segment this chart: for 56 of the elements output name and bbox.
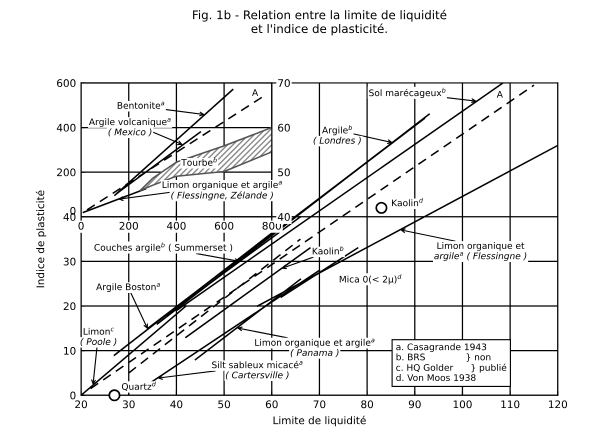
y-tick-label: 0 bbox=[70, 206, 76, 215]
x-tick-label: 0 bbox=[78, 222, 84, 230]
x-tick-label: 50 bbox=[218, 400, 230, 408]
annotation: ( Cartersville ) bbox=[226, 371, 289, 380]
y-tick-label: 30 bbox=[64, 258, 76, 266]
y2-tick-label: 60 bbox=[278, 124, 290, 132]
y-tick-label: 400 bbox=[56, 124, 76, 132]
annotation: Argile volcanique$^{a}$ bbox=[88, 118, 171, 127]
annotation: Couches argile$^{b}$ ( Summerset ) bbox=[94, 242, 232, 253]
x-tick-label: 100 bbox=[454, 400, 472, 408]
annotation: Argile Boston$^{a}$ bbox=[96, 283, 160, 292]
annotation: Sol marécageux$^{b}$ bbox=[369, 88, 446, 98]
annotation: argile$^{a}$ ( Flessingne ) bbox=[434, 252, 526, 262]
x-tick-label: 120 bbox=[549, 400, 568, 408]
x-tick-label: 30 bbox=[122, 400, 135, 408]
annotation: A bbox=[252, 89, 258, 96]
y2-tick-label: 50 bbox=[278, 168, 290, 176]
x-tick-label: 60 bbox=[266, 400, 278, 408]
annotation: Quartz$^{d}$ bbox=[122, 382, 156, 391]
y-axis-title: Indice de plasticité bbox=[36, 190, 46, 288]
annotation: Limon organique et bbox=[437, 242, 524, 251]
annotation: Mica 0(< 2μ)$^{d}$ bbox=[340, 274, 402, 284]
y-tick-label: 10 bbox=[64, 346, 76, 355]
x-tick-label: 80 bbox=[361, 400, 374, 408]
annotation: Tourbe$^{b}$ bbox=[181, 157, 217, 166]
annotation: ( Poole ) bbox=[80, 338, 116, 346]
x-tick-label: 110 bbox=[501, 400, 520, 408]
y-tick-label: 40 bbox=[63, 213, 76, 221]
x-tick-label: 200 bbox=[120, 222, 138, 230]
annotation: Limon$^{c}$ bbox=[84, 328, 114, 335]
annotation: ( Mexico ) bbox=[108, 128, 152, 136]
y2-tick-label: 40 bbox=[278, 213, 290, 221]
y-tick-label: 20 bbox=[64, 302, 76, 310]
annotation: Kaolin$^{b}$ bbox=[312, 246, 344, 254]
annotation: Argile$^{b}$ bbox=[322, 125, 352, 136]
y-tick-label: 600 bbox=[57, 79, 76, 88]
x-tick-label: 600 bbox=[214, 222, 234, 230]
x-axis-title: Limite de liquidité bbox=[274, 416, 366, 426]
annotation: Limon organique et argile$^{a}$ bbox=[255, 338, 374, 348]
y-tick-label: 200 bbox=[57, 168, 76, 176]
x-tick-label: 90 bbox=[408, 400, 421, 408]
x-tick-label: 70 bbox=[314, 400, 326, 408]
annotation: Silt sableux micacé$^{a}$ bbox=[212, 360, 302, 368]
y-tick-label: 0 bbox=[70, 392, 76, 400]
chart-title: Fig. 1b - Relation entre la limite de liquidité et l'indice de plasticité. bbox=[193, 10, 446, 36]
annotation: a. Casagrande 1943 b. BRS } non c. HQ Golder } publié d. Von Moos 1938 bbox=[396, 343, 506, 382]
annotation: ( Londres ) bbox=[314, 136, 361, 145]
annotation: A bbox=[496, 90, 503, 98]
annotation: Bentonite$^{a}$ bbox=[118, 102, 164, 109]
annotation: Limon organique et argile$^{a}$ bbox=[162, 180, 282, 190]
annotation: Kaolin$^{d}$ bbox=[392, 198, 423, 206]
annotation: ( Flessingne, Zélande ) bbox=[171, 191, 273, 200]
x-tick-label: 400 bbox=[166, 222, 186, 230]
annotation: ( Panama ) bbox=[290, 349, 338, 358]
y2-tick-label: 70 bbox=[278, 79, 290, 88]
x-tick-label: 40 bbox=[170, 400, 182, 408]
